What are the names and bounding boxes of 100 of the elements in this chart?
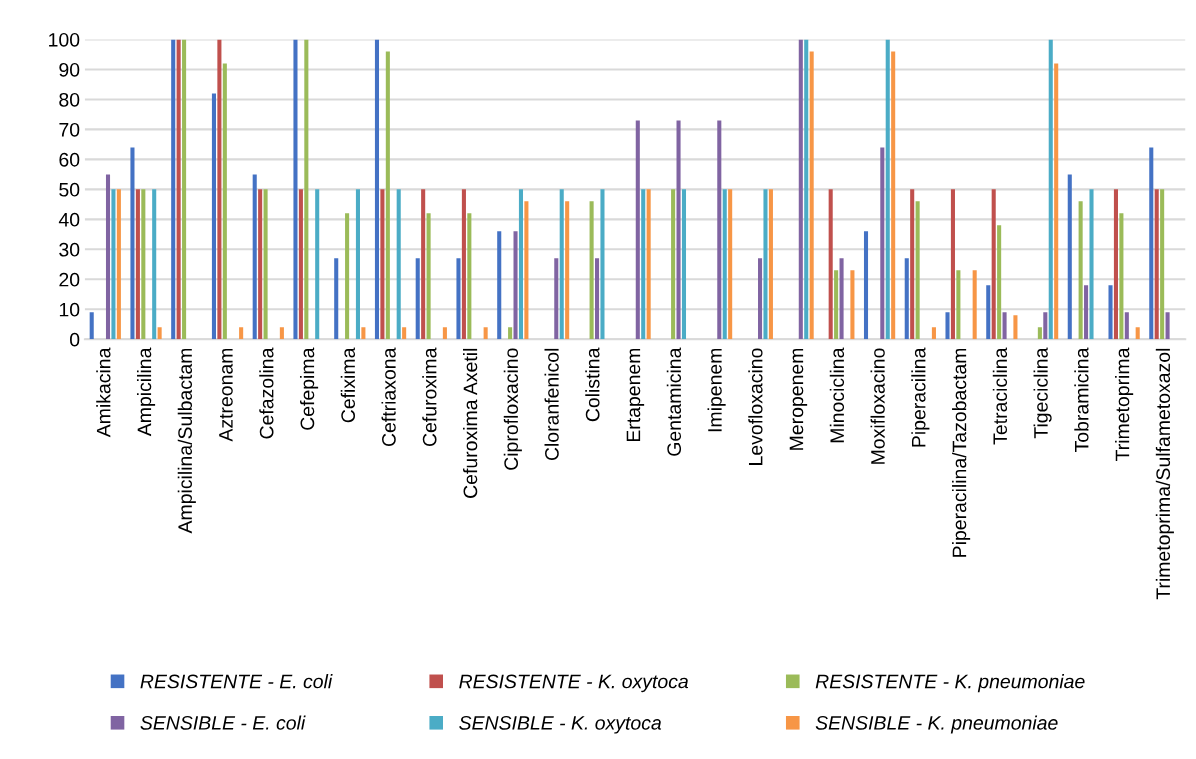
bar	[1160, 189, 1165, 340]
bar	[385, 51, 390, 340]
y-tick-label: 100	[49, 32, 80, 47]
x-tick-label: Ceftriaxona	[381, 347, 396, 447]
x-tick-label: Trimetoprima/Sulfametoxazol	[1155, 348, 1174, 600]
x-tick-label: Cefuroxima	[422, 347, 437, 447]
bar	[135, 189, 140, 340]
bar	[850, 270, 855, 340]
bar	[141, 189, 146, 340]
bar	[1124, 312, 1129, 340]
bar	[891, 51, 896, 340]
bar	[116, 189, 121, 340]
bar	[315, 189, 320, 340]
x-tick-label: Minociclina	[829, 347, 845, 443]
bar	[361, 327, 366, 340]
bar	[671, 189, 676, 340]
bar	[717, 120, 722, 340]
x-tick-label: Trimetoprima	[1115, 347, 1134, 461]
bar	[304, 39, 309, 340]
bar	[1113, 189, 1118, 340]
y-tick-label: 40	[58, 212, 80, 227]
bar	[1135, 327, 1140, 340]
bar	[483, 327, 488, 340]
bar	[130, 147, 135, 340]
bar	[910, 189, 915, 340]
y-tick-label: 60	[59, 152, 80, 167]
bar	[508, 327, 513, 340]
x-tick-label: Colistina	[585, 347, 600, 422]
x-tick-label: Piperacilina	[911, 347, 930, 447]
bar	[396, 189, 401, 340]
bar	[524, 201, 529, 340]
bar	[681, 189, 687, 340]
bar	[252, 174, 257, 340]
bar	[157, 327, 162, 340]
x-tick-label: Aztreonam	[219, 348, 233, 442]
bar	[1043, 312, 1048, 340]
bar	[1119, 213, 1124, 340]
bar	[1037, 327, 1042, 340]
bar	[904, 258, 909, 340]
bar	[211, 93, 216, 340]
bar	[298, 189, 303, 340]
x-tick-label: Tigeciclina	[1033, 347, 1052, 439]
bar	[182, 39, 187, 340]
bar	[559, 189, 564, 340]
bar	[258, 189, 263, 340]
bar	[152, 189, 157, 340]
bar	[334, 258, 339, 340]
bar	[513, 231, 518, 340]
bar	[646, 189, 651, 340]
x-tick-label: Ertapenem	[626, 348, 645, 442]
y-tick-label: 90	[59, 62, 80, 77]
x-tick-label: Ampicilina/Sulbactam	[177, 348, 196, 534]
bar	[997, 225, 1002, 340]
bar	[111, 189, 116, 340]
bar	[945, 312, 950, 340]
y-tick-label: 50	[59, 182, 80, 197]
bar	[442, 327, 447, 340]
x-tick-label: Tetraciclina	[992, 347, 1008, 445]
bar	[834, 270, 839, 340]
bar	[880, 147, 885, 340]
bar	[839, 258, 844, 340]
legend-label: RESISTENTE - E. coli	[140, 674, 333, 689]
x-tick-label: Moxifloxacino	[870, 348, 885, 464]
bar	[885, 39, 890, 340]
bar	[461, 189, 466, 340]
y-tick-label: 30	[59, 242, 80, 257]
bar	[1084, 285, 1089, 340]
bar	[589, 201, 594, 340]
bar	[239, 327, 244, 340]
bar	[931, 327, 936, 340]
y-tick-label: 0	[70, 332, 80, 347]
bar	[89, 312, 94, 340]
bar	[972, 270, 977, 340]
x-tick-label: Imipenem	[707, 348, 726, 432]
x-tick-label: Amikacina	[96, 347, 111, 438]
bar	[467, 213, 472, 340]
bar	[828, 189, 833, 340]
bar	[956, 270, 961, 340]
bar	[345, 213, 350, 340]
x-tick-label: Cefuroxima Axetil	[463, 348, 478, 498]
bar	[763, 189, 768, 340]
bar	[176, 39, 181, 340]
bar	[518, 189, 524, 340]
bar	[986, 285, 991, 340]
bar	[722, 189, 727, 340]
bar	[402, 327, 407, 340]
bar	[171, 39, 176, 340]
bar	[676, 120, 681, 340]
bar	[105, 174, 111, 340]
bar	[565, 201, 570, 340]
bar	[758, 258, 763, 340]
bar	[915, 201, 920, 340]
bar	[380, 189, 385, 340]
x-tick-label: Ampicilina	[136, 347, 156, 437]
bar	[1013, 315, 1018, 340]
bar	[950, 189, 955, 340]
legend-label: RESISTENTE - K. pneumoniae	[815, 674, 1085, 693]
bar	[222, 63, 227, 340]
bar	[1078, 201, 1083, 340]
x-tick-label: Meropenem	[789, 348, 808, 450]
